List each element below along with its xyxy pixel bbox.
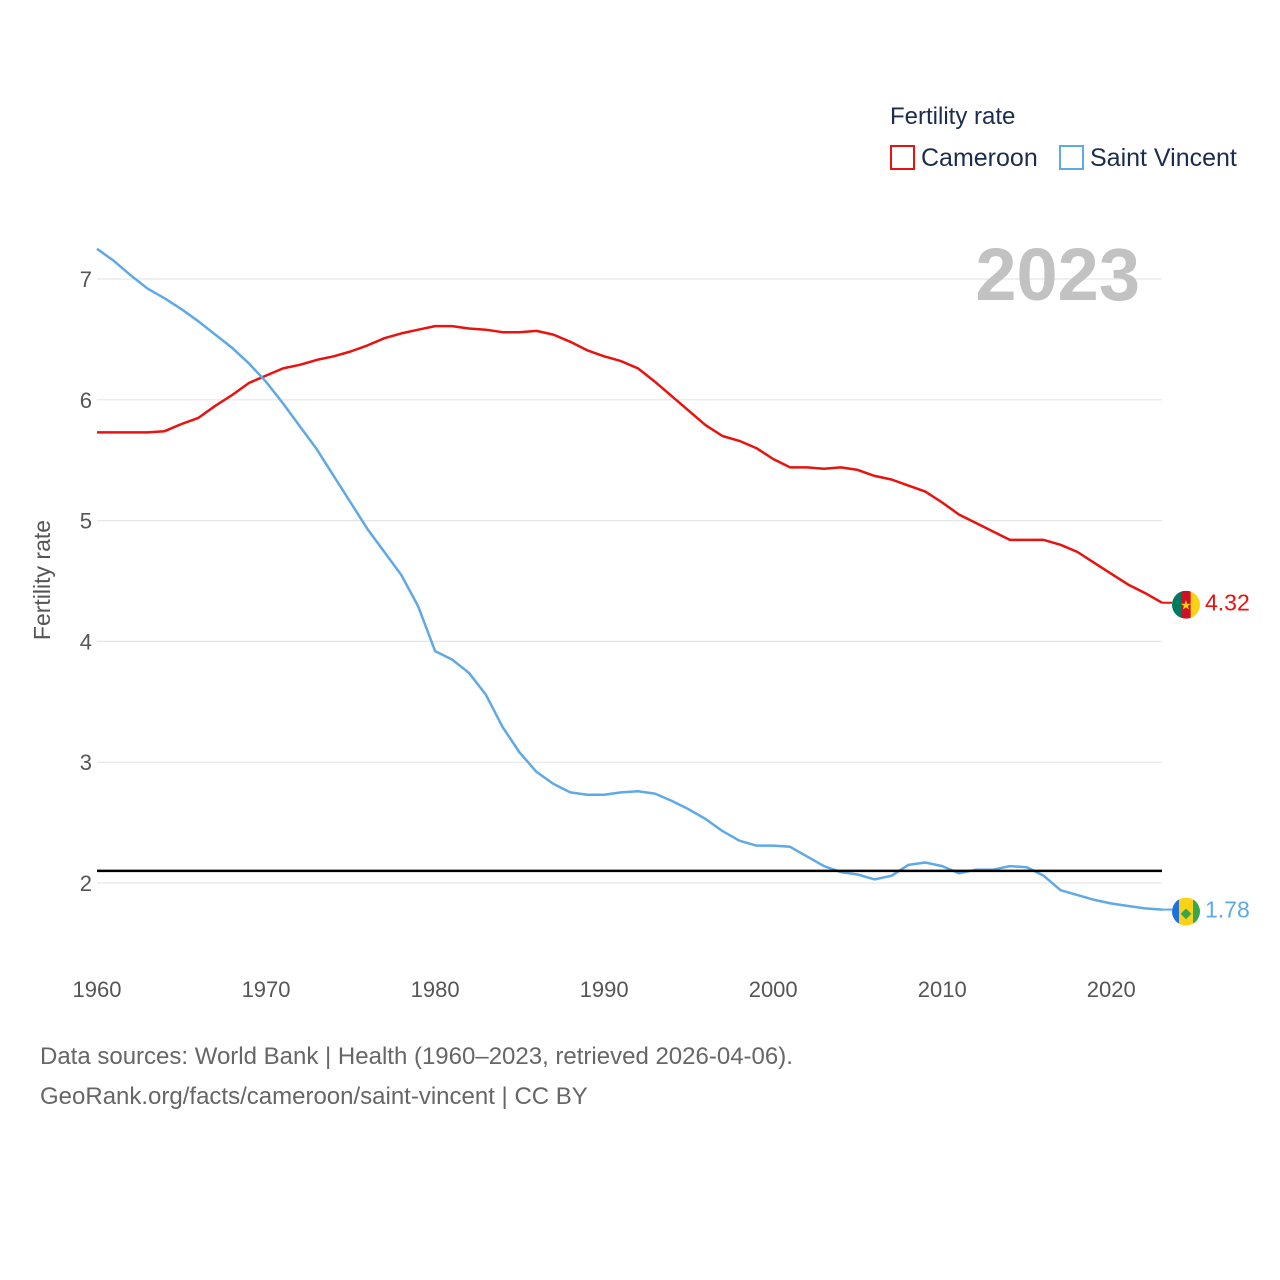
y-axis-ticks: 2 3 4 5 6 7 [80, 267, 92, 896]
series-line-saint-vincent [96, 247, 1163, 911]
y-axis-title: Fertility rate [29, 520, 55, 640]
x-tick-label: 2010 [918, 977, 967, 1002]
x-tick-label: 1960 [73, 977, 122, 1002]
legend: Fertility rate Cameroon Saint Vincent [890, 103, 1237, 172]
year-label: 2023 [975, 233, 1140, 316]
series-lines [96, 247, 1163, 911]
x-tick-label: 1970 [242, 977, 291, 1002]
legend-title: Fertility rate [890, 103, 1015, 130]
end-value-saint-vincent: 1.78 [1205, 897, 1250, 923]
saint-vincent-flag-icon: ◆ [1172, 897, 1200, 926]
x-axis-ticks: 1960 1970 1980 1990 2000 2010 2020 [73, 977, 1136, 1002]
y-tick-label: 7 [80, 267, 92, 292]
y-tick-label: 5 [80, 509, 92, 534]
legend-label-saint-vincent: Saint Vincent [1090, 144, 1237, 172]
end-value-cameroon: 4.32 [1205, 590, 1250, 616]
footer-attribution[interactable]: GeoRank.org/facts/cameroon/saint-vincent… [40, 1083, 588, 1110]
x-tick-label: 1990 [580, 977, 629, 1002]
x-tick-label: 1980 [411, 977, 460, 1002]
y-tick-label: 4 [80, 629, 92, 654]
legend-item-saint-vincent[interactable]: Saint Vincent [1059, 144, 1237, 172]
legend-label-cameroon: Cameroon [921, 144, 1038, 172]
x-tick-label: 2020 [1087, 977, 1136, 1002]
svg-text:◆: ◆ [1181, 906, 1192, 922]
y-tick-label: 6 [80, 388, 92, 413]
y-tick-label: 3 [80, 750, 92, 775]
legend-swatch-cameroon [890, 145, 915, 170]
legend-swatch-saint-vincent [1059, 145, 1084, 170]
cameroon-flag-icon: ★ [1172, 590, 1200, 619]
y-tick-label: 2 [80, 871, 92, 896]
legend-item-cameroon[interactable]: Cameroon [890, 144, 1038, 172]
series-end-labels: ★ 4.32 ◆ 1.78 [1162, 590, 1250, 926]
footer-sources: Data sources: World Bank | Health (1960–… [40, 1043, 793, 1070]
series-line-cameroon [97, 324, 1163, 604]
grid-lines [97, 278, 1162, 884]
svg-text:★: ★ [1180, 599, 1192, 614]
x-tick-label: 2000 [749, 977, 798, 1002]
